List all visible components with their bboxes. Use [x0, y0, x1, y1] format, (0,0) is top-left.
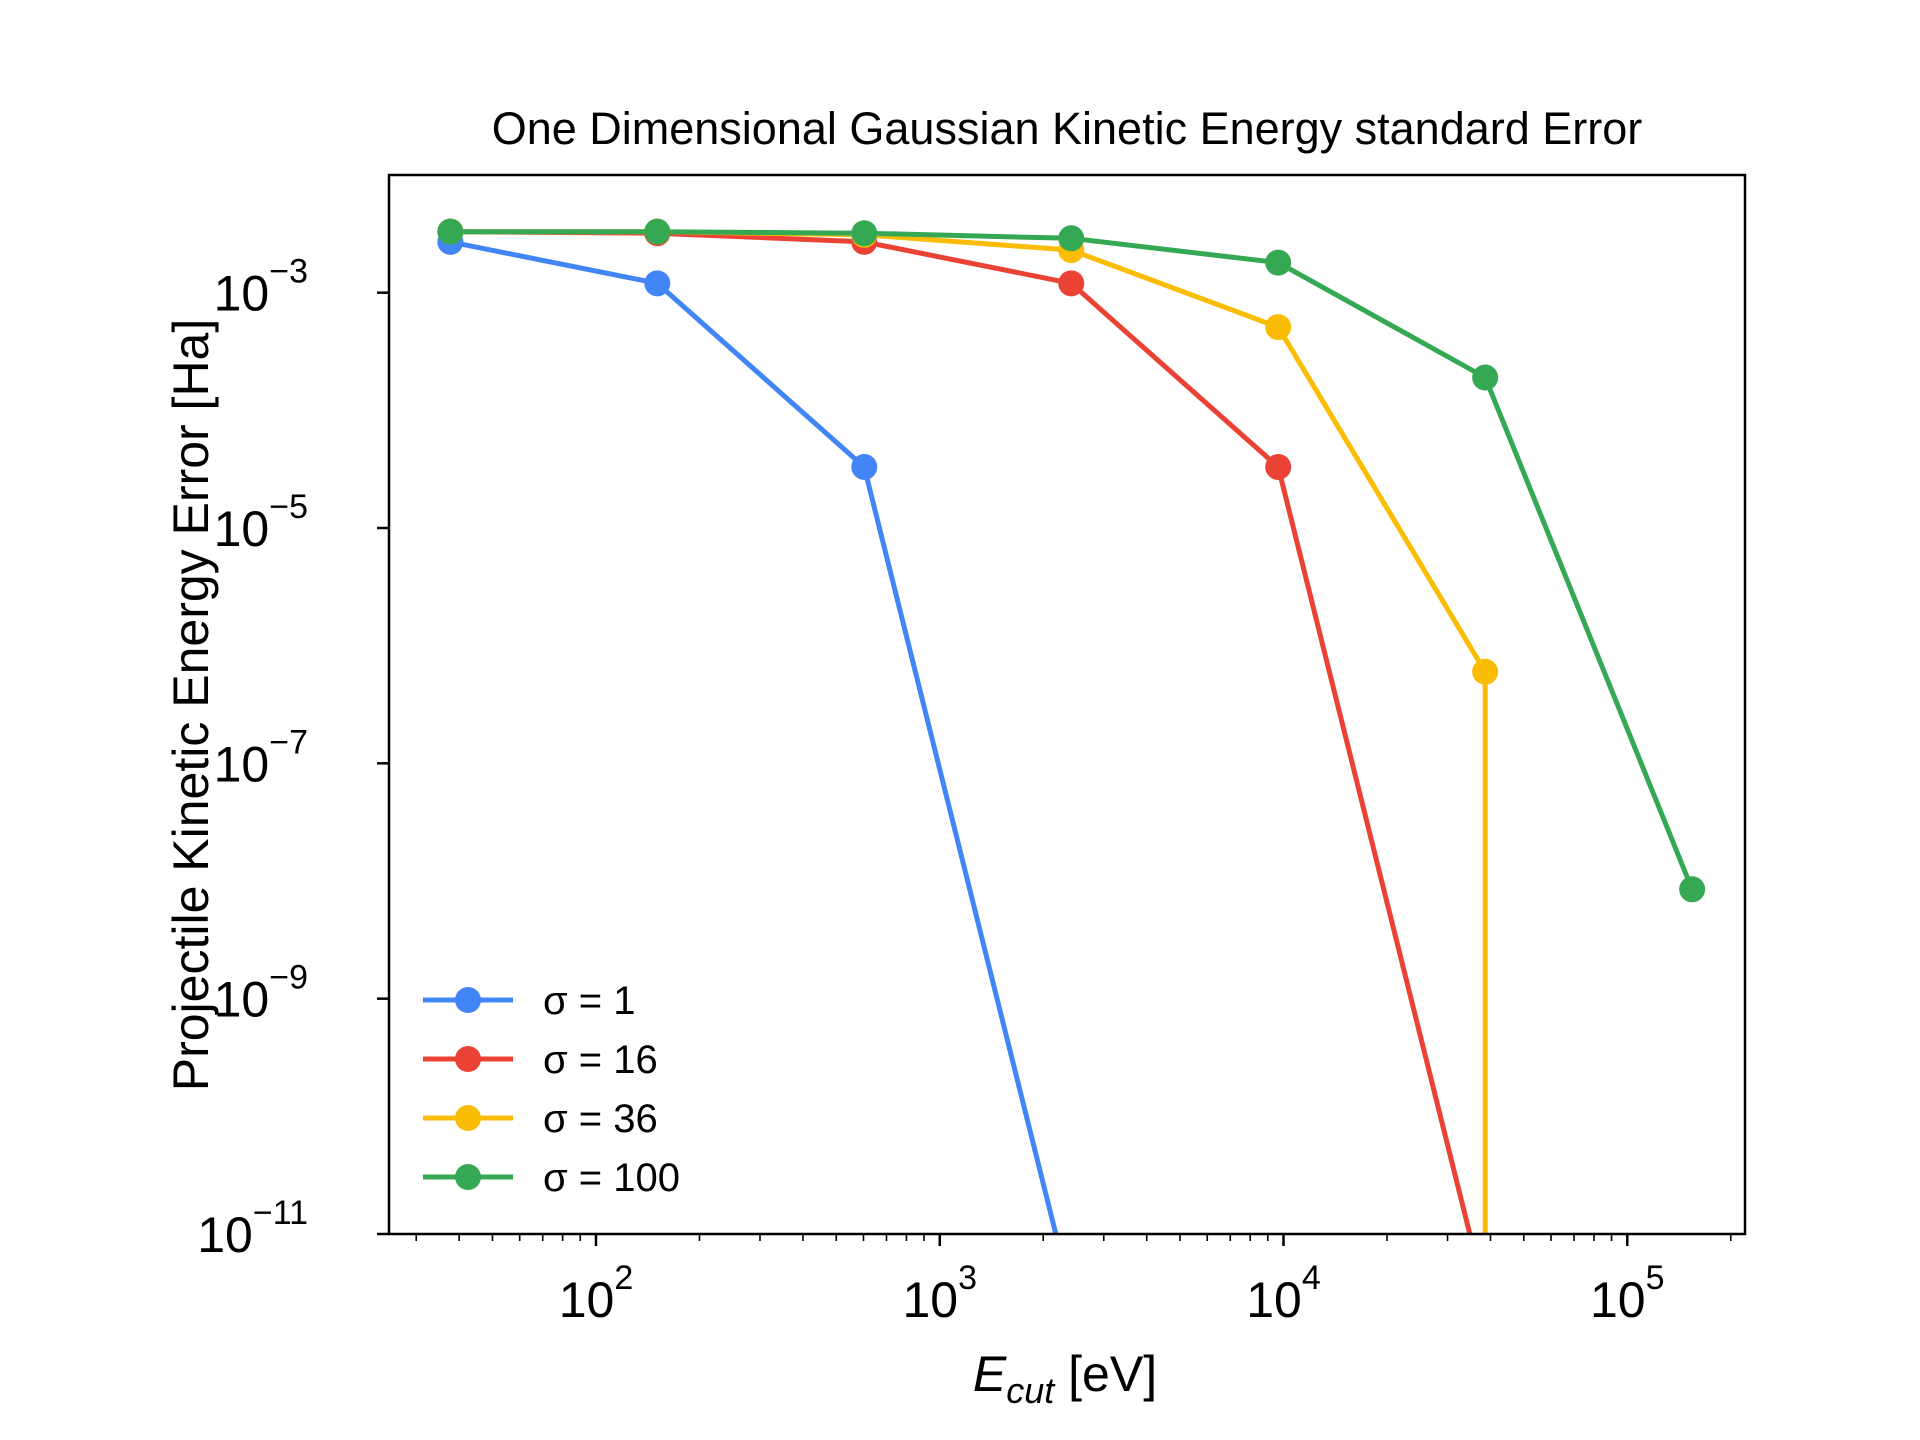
legend: σ = 1 σ = 16 σ = 36 σ = 100 — [423, 979, 680, 1200]
data-point-3-4 — [1265, 249, 1292, 276]
legend-marker-0 — [455, 987, 481, 1013]
x-minor-ticks — [415, 1234, 1732, 1241]
x-axis-label: Ecut [eV] — [973, 1346, 1157, 1411]
data-point-2-4 — [1265, 314, 1292, 341]
series-line-3 — [450, 229, 1695, 891]
x-tick-label-3: 105 — [1590, 1259, 1665, 1328]
y-tick-label-1: 10−5 — [214, 488, 308, 557]
data-point-3-3 — [1058, 225, 1085, 252]
data-point-2-5 — [1472, 658, 1499, 685]
y-tick-label-2: 10−7 — [214, 723, 308, 792]
data-point-3-5 — [1472, 364, 1499, 391]
y-tick-label-4: 10−11 — [197, 1194, 308, 1263]
legend-label-3: σ = 100 — [543, 1156, 680, 1200]
legend-label-1: σ = 16 — [543, 1038, 658, 1082]
x-tick-label-1: 103 — [902, 1259, 977, 1328]
chart-title: One Dimensional Gaussian Kinetic Energy … — [492, 103, 1643, 154]
data-point-3-1 — [644, 218, 671, 245]
x-tick-label-0: 102 — [559, 1259, 634, 1328]
legend-label-2: σ = 36 — [543, 1097, 658, 1141]
y-tick-label-3: 10−9 — [214, 959, 308, 1028]
plot-frame — [387, 173, 1747, 1236]
legend-marker-2 — [455, 1105, 481, 1131]
x-tick-label-2: 104 — [1246, 1259, 1321, 1328]
legend-marker-3 — [455, 1164, 481, 1190]
series-markers — [437, 218, 1706, 903]
series-line-0 — [449, 239, 1059, 1234]
data-point-0-2 — [851, 453, 878, 480]
data-point-0-1 — [644, 270, 671, 297]
data-point-3-0 — [437, 218, 464, 245]
legend-label-0: σ = 1 — [543, 979, 636, 1023]
data-point-3-2 — [851, 220, 878, 247]
data-point-1-3 — [1058, 270, 1085, 297]
x-axis: 102 103 104 105 — [559, 1234, 1665, 1328]
data-point-3-6 — [1679, 876, 1706, 903]
y-axis-label: Projectile Kinetic Energy Error [Ha] — [163, 319, 219, 1092]
y-axis: 10−3 10−5 10−7 10−9 10−11 — [197, 253, 389, 1263]
y-tick-label-0: 10−3 — [214, 253, 308, 322]
data-point-1-4 — [1265, 453, 1292, 480]
legend-marker-1 — [455, 1046, 481, 1072]
